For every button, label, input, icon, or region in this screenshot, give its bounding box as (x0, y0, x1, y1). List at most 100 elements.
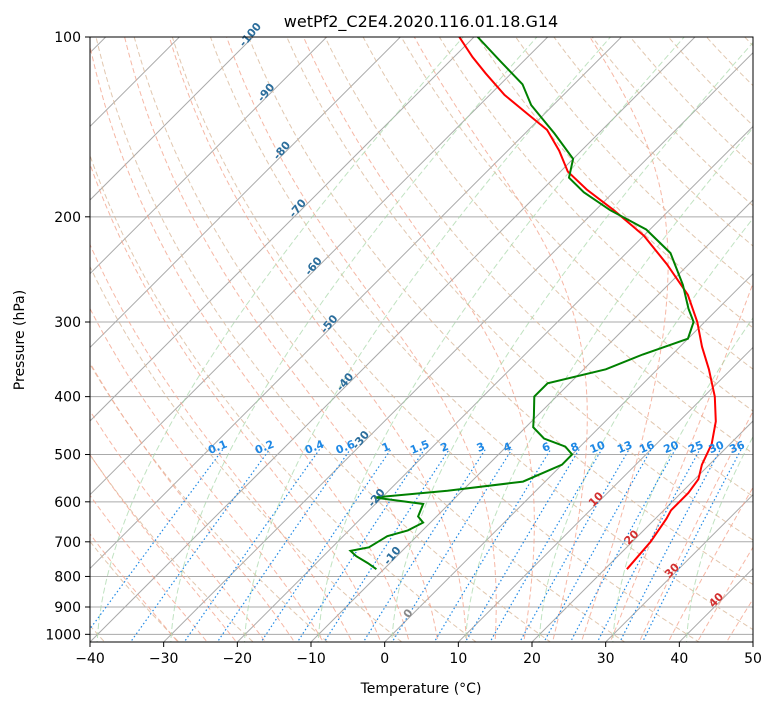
dry-adiabat-line (670, 0, 775, 647)
dry-adiabat-line (769, 0, 775, 647)
moist-adiabat-line (725, 598, 753, 642)
isotherm-line (162, 51, 753, 642)
x-axis: −40 −30 −20 −10 0 10 20 30 40 50 (75, 642, 762, 667)
dry-adiabat-line (133, 37, 626, 642)
mixing-ratio-label: 3 (475, 440, 487, 455)
mixing-ratio-line (569, 449, 676, 642)
mixing-ratio-line (90, 448, 224, 630)
isotherm-line (90, 37, 623, 570)
mixing-ratio-label: 8 (569, 440, 581, 455)
isotherm-line (531, 420, 753, 642)
mixing-ratio-line (260, 448, 392, 642)
x-axis-title: Temperature (°C) (360, 681, 482, 697)
temperature-profile (458, 37, 717, 570)
moist-adiabat-line (90, 43, 410, 642)
dry-adiabat-line (90, 453, 254, 642)
x-tick-label: −20 (223, 651, 253, 667)
y-tick-label: 800 (54, 569, 81, 585)
mixing-ratio-line (391, 448, 513, 642)
isotherm-line (90, 37, 181, 128)
x-tick-label: 50 (744, 651, 762, 667)
plot-frame (89, 36, 754, 643)
isotherm-line (383, 272, 753, 642)
isotherm-label: -90 (255, 81, 278, 105)
mixing-ratio-line (183, 448, 321, 642)
dry-adiabat-line (171, 37, 700, 642)
mixing-ratio-label: 16 (637, 438, 656, 456)
dry-adiabat-line (591, 37, 753, 207)
mixing-ratio-label: 30 (707, 438, 726, 456)
aux-line (96, 37, 464, 642)
moist-adiabat-line (90, 494, 208, 642)
dry-adiabat-line (438, 37, 753, 370)
moist-adiabat-line (124, 37, 439, 642)
isotherm-label: -50 (318, 312, 341, 336)
y-tick-label: 300 (54, 315, 81, 331)
y-tick-label: 700 (54, 535, 81, 551)
dry-adiabat-line (90, 154, 477, 642)
mixing-ratio-label: 1 (380, 440, 392, 455)
moist-adiabat-line (667, 486, 753, 642)
background-lines (90, 0, 775, 647)
mixing-ratio-line (489, 448, 603, 642)
mixing-ratio-label: 36 (728, 438, 747, 456)
moist-adiabat-label: 20 (622, 527, 642, 547)
x-tick-label: 30 (597, 651, 615, 667)
y-tick-label: 1000 (45, 627, 81, 643)
isotherm-line (90, 37, 402, 349)
chart-title: wetPf2_C2E4.2020.116.01.18.G14 (284, 12, 558, 32)
aux-line (464, 127, 753, 642)
aux-line (760, 0, 775, 647)
aux-line (317, 37, 685, 642)
x-tick-label: −40 (75, 651, 105, 667)
isotherm-label: 0 (401, 606, 416, 620)
mixing-ratio-line (519, 449, 630, 642)
isotherm-line (90, 37, 696, 642)
mixing-ratio-line (464, 448, 580, 642)
mixing-ratio-label: 10 (588, 438, 607, 456)
isotherm-label: -80 (271, 138, 294, 162)
dewpoint-profile (348, 37, 695, 571)
mixing-ratio-line (296, 448, 426, 642)
y-tick-label: 900 (54, 600, 81, 616)
isotherm-label: -100 (236, 20, 264, 50)
moist-adiabat-line (90, 307, 324, 642)
x-tick-label: 10 (449, 651, 467, 667)
dry-adiabat-line (90, 265, 403, 642)
moist-adiabat-label: 30 (662, 560, 682, 580)
mixing-ratio-line (323, 448, 450, 642)
y-axis-title: Pressure (hPa) (12, 290, 28, 390)
mixing-ratio-label: 4 (501, 440, 513, 455)
aux-line (391, 41, 753, 642)
isotherm-label: -20 (365, 486, 388, 510)
moist-adiabat-line (90, 243, 353, 642)
moist-adiabat-line (413, 37, 588, 642)
moist-adiabat-label: 10 (586, 489, 606, 509)
aux-line (612, 317, 753, 642)
y-tick-label: 200 (54, 210, 81, 226)
x-tick-label: 0 (380, 651, 389, 667)
x-tick-label: 20 (523, 651, 541, 667)
mixing-ratio-label: 2 (439, 440, 451, 455)
dry-adiabat-line (95, 37, 552, 642)
dry-adiabat-line (736, 0, 775, 647)
isotherm-line (236, 125, 753, 642)
mixing-ratio-line (216, 448, 351, 642)
x-tick-label: −30 (149, 651, 179, 667)
mixing-ratio-label: 13 (615, 438, 634, 456)
mixing-ratio-line (433, 448, 552, 642)
x-tick-label: −10 (296, 651, 326, 667)
dry-adiabat-line (362, 37, 753, 455)
mixing-ratio-label: 20 (662, 438, 681, 456)
isotherm-line (604, 493, 753, 642)
dry-adiabat-line (629, 37, 753, 167)
y-tick-label: 400 (54, 390, 81, 406)
moist-adiabat-line (303, 37, 535, 642)
moist-adiabat-line (226, 37, 497, 642)
y-tick-label: 100 (54, 30, 81, 46)
dry-adiabat-line (248, 37, 753, 586)
moist-adiabat-line (638, 410, 753, 642)
moist-adiabat-line (90, 453, 238, 642)
mixing-ratio-line (641, 449, 742, 642)
